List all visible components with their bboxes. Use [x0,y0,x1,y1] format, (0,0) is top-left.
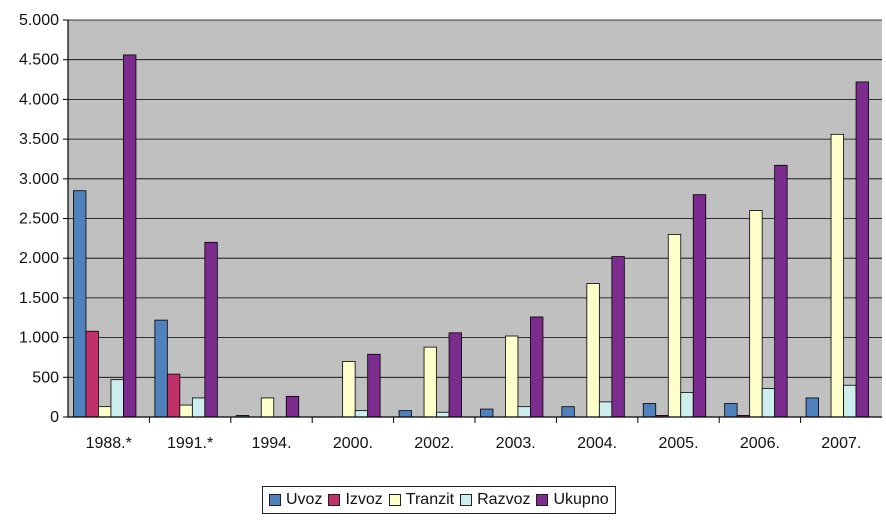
legend-label: Uvoz [286,491,323,508]
legend-swatch [460,494,473,506]
bar-ukupno-0 [123,54,137,418]
y-tick-label: 4.500 [19,52,59,69]
y-tick-label: 1.500 [19,290,59,307]
axes [67,20,882,423]
bar-uvoz-6 [561,406,575,418]
bar-tranzit-9 [830,133,844,418]
x-tick-label: 1991.* [167,435,213,452]
bar-razvoz-6 [598,401,613,418]
bar-ukupno-4 [448,332,462,418]
bar-tranzit-2 [260,397,275,418]
bar-tranzit-1 [179,404,193,418]
bar-tranzit-8 [749,210,763,418]
bar-razvoz-9 [843,384,857,418]
bar-ukupno-2 [285,395,300,418]
bar-tranzit-7 [667,233,682,418]
bar-razvoz-8 [761,388,776,418]
legend-item-tranzit: Tranzit [388,491,455,509]
y-tick-label: 1.000 [19,330,59,347]
legend-label: Ukupno [553,491,609,508]
legend-swatch [536,494,549,506]
x-tick-label: 2004. [577,435,617,452]
bar-tranzit-5 [505,335,519,418]
bar-razvoz-5 [517,406,531,418]
x-tick-label: 2002. [414,435,454,452]
bar-uvoz-7 [642,403,657,418]
y-tick-label: 3.000 [19,171,59,188]
bar-uvoz-0 [73,190,87,418]
bar-uvoz-8 [724,403,738,418]
x-tick-label: 2006. [740,435,780,452]
y-tick-label: 0 [50,409,59,426]
legend-swatch [388,494,401,506]
bar-tranzit-4 [423,346,437,418]
x-tick-labels: 1988.* 1991.* 1994. 2000. 2002. 2003. 2004. 200… [86,435,862,452]
y-tick-label: 5.000 [19,12,59,29]
bar-ukupno-8 [774,164,788,418]
x-tick-label: 2007. [821,435,861,452]
y-tick-label: 2.000 [19,250,59,267]
x-tick-label: 2003. [496,435,536,452]
bar-ukupno-3 [367,353,381,418]
legend-item-izvoz: Izvoz [328,491,383,509]
bar-razvoz-0 [110,379,124,418]
legend-label: Izvoz [345,491,383,508]
bar-uvoz-1 [154,319,168,418]
bar-izvoz-1 [166,373,181,418]
legend: Uvoz Izvoz Tranzit Razvoz Ukupno [262,486,616,514]
x-tick-label: 1994. [251,435,291,452]
bar-ukupno-9 [855,81,869,418]
x-tick-label: 2005. [658,435,698,452]
x-tick-label: 2000. [333,435,373,452]
legend-label: Tranzit [405,491,455,508]
y-tick-label: 2.500 [19,211,59,228]
bar-tranzit-0 [98,406,112,418]
y-tick-label: 500 [32,369,59,386]
bar-izvoz-0 [85,330,99,418]
y-tick-labels: 0 500 1.000 1.500 2.000 2.500 3.000 3.500 4.000 4… [19,12,59,426]
legend-item-ukupno: Ukupno [536,491,609,509]
legend-swatch [269,494,281,506]
y-tick-label: 3.500 [19,131,59,148]
legend-item-razvoz: Razvoz [460,491,530,509]
legend-item-uvoz: Uvoz [269,491,322,509]
bar-ukupno-7 [692,194,707,418]
legend-label: Razvoz [477,491,531,508]
bar-razvoz-4 [436,411,450,418]
bar-tranzit-3 [342,361,356,418]
bar-ukupno-1 [204,241,218,418]
bar-uvoz-9 [805,397,819,418]
bar-razvoz-1 [191,397,206,418]
legend-swatch [328,494,341,506]
bar-ukupno-5 [530,316,544,418]
bar-razvoz-3 [354,410,369,418]
gridlines [63,19,882,418]
bar-uvoz-4 [398,410,412,418]
bar-tranzit-6 [586,283,600,418]
bar-razvoz-7 [680,391,694,418]
bar-ukupno-6 [611,256,625,418]
bar-uvoz-5 [480,408,494,418]
y-tick-label: 4.000 [19,91,59,108]
x-tick-label: 1988.* [86,435,132,452]
